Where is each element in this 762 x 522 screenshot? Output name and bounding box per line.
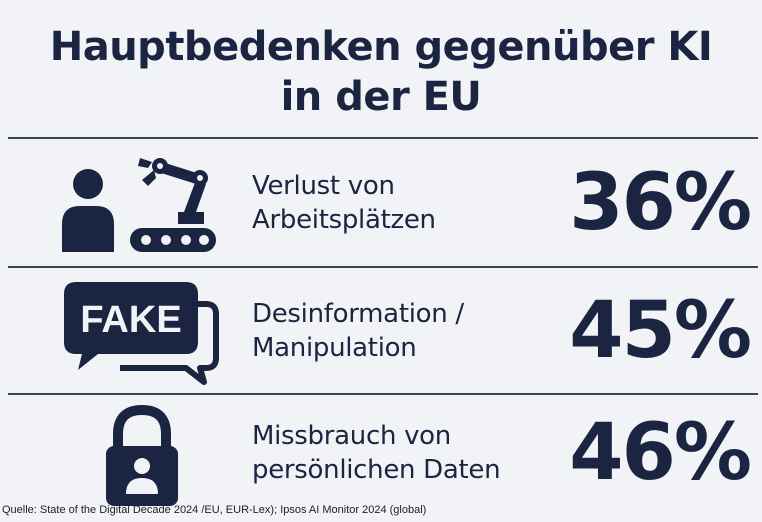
concern-row-disinformation: FAKE Desinformation / Manipulation 45% [0, 268, 762, 394]
concern-label: Desinformation / Manipulation [252, 268, 542, 394]
concern-label-line-1: Missbrauch von [252, 421, 451, 451]
title-line-1: Hauptbedenken gegenüber KI [49, 24, 713, 70]
concern-percent: 45% [569, 286, 752, 376]
concern-label-line-1: Verlust von [252, 171, 395, 201]
fake-icon-text: FAKE [80, 299, 181, 341]
concern-percent: 36% [569, 158, 752, 248]
concern-label: Verlust von Arbeitsplätzen [252, 140, 542, 266]
divider [8, 137, 758, 139]
concern-label: Missbrauch von persönlichen Daten [252, 390, 542, 516]
fake-speech-bubble-icon: FAKE [50, 268, 230, 394]
concern-percent: 46% [569, 408, 752, 498]
concern-label-line-2: persönlichen Daten [252, 455, 501, 485]
padlock-person-icon [50, 390, 230, 516]
divider [8, 266, 758, 268]
concern-row-job-loss: Verlust von Arbeitsplätzen 36% [0, 140, 762, 266]
concern-row-data-misuse: Missbrauch von persönlichen Daten 46% [0, 390, 762, 516]
concern-label-line-2: Manipulation [252, 333, 417, 363]
concern-label-line-2: Arbeitsplätzen [252, 205, 436, 235]
concern-label-line-1: Desinformation / [252, 299, 464, 329]
page-title: Hauptbedenken gegenüber KI in der EU [0, 22, 762, 122]
divider [8, 393, 758, 395]
source-note: Quelle: State of the Digital Decade 2024… [2, 504, 427, 516]
worker-robot-arm-icon [50, 140, 230, 266]
title-line-2: in der EU [280, 74, 482, 120]
